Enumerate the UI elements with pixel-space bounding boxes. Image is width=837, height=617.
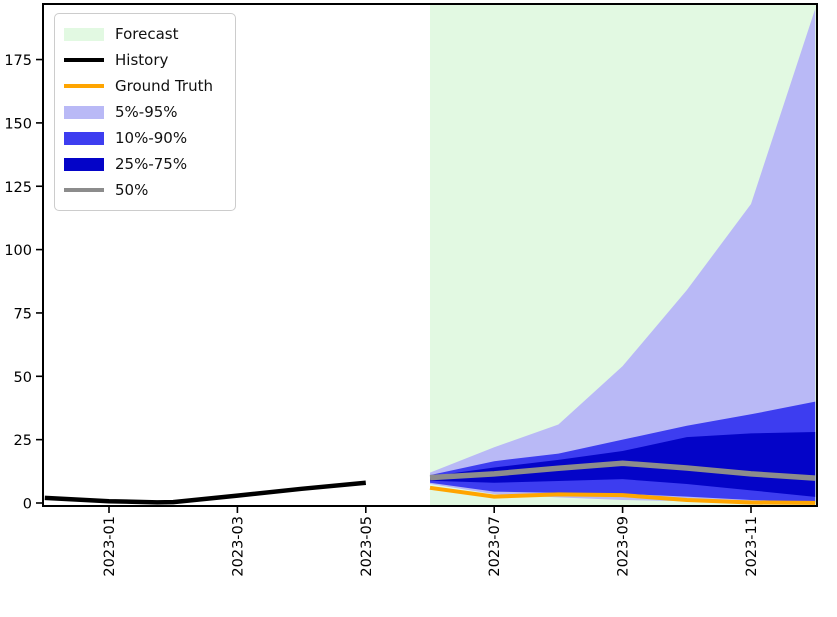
legend-swatch-line-icon [64,188,104,192]
legend-item-label: History [115,50,169,69]
legend-item: Forecast [64,21,225,47]
legend-item-label: 10%-90% [115,128,188,147]
legend-swatch-patch-icon [64,131,104,145]
y-tick-label: 0 [23,497,32,513]
band-5to95 [430,8,816,503]
legend-item-label: Forecast [115,24,179,43]
legend-item: 5%-95% [64,99,225,125]
legend-swatch-line-icon [64,84,104,88]
y-tick-label: 175 [4,53,32,69]
y-tick-label: 75 [14,306,32,322]
legend-swatch-patch-icon [64,27,104,41]
y-tick-label: 50 [14,370,32,386]
legend-item-label: 25%-75% [115,154,188,173]
legend-item: History [64,47,225,73]
x-tick-label: 2023-11 [744,516,760,577]
y-tick-label: 150 [4,116,32,132]
y-tick-label: 125 [4,180,32,196]
y-tick-label: 100 [4,243,32,259]
legend-swatch-patch-icon [64,105,104,119]
history-line [44,480,367,505]
chart-legend: Forecast History Ground Truth 5%-95% 10%-90%… [54,13,236,211]
legend-swatch-patch-icon [64,157,104,171]
legend-item-label: 5%-95% [115,102,178,121]
x-tick-label: 2023-07 [487,516,503,577]
x-tick-label: 2023-09 [616,516,632,577]
legend-item: 10%-90% [64,125,225,151]
x-tick-label: 2023-05 [359,516,375,577]
y-tick-label: 25 [14,433,32,449]
legend-item-label: Ground Truth [115,76,213,95]
legend-item-label: 50% [115,180,149,199]
legend-swatch-line-icon [64,58,104,62]
median-line [429,460,816,481]
plot-border [42,3,818,507]
legend-item: 25%-75% [64,151,225,177]
x-tick-label: 2023-03 [230,516,246,577]
x-tick-label: 2023-01 [102,516,118,577]
legend-item: Ground Truth [64,73,225,99]
legend-item: 50% [64,177,225,203]
ground-truth-line [429,485,816,505]
